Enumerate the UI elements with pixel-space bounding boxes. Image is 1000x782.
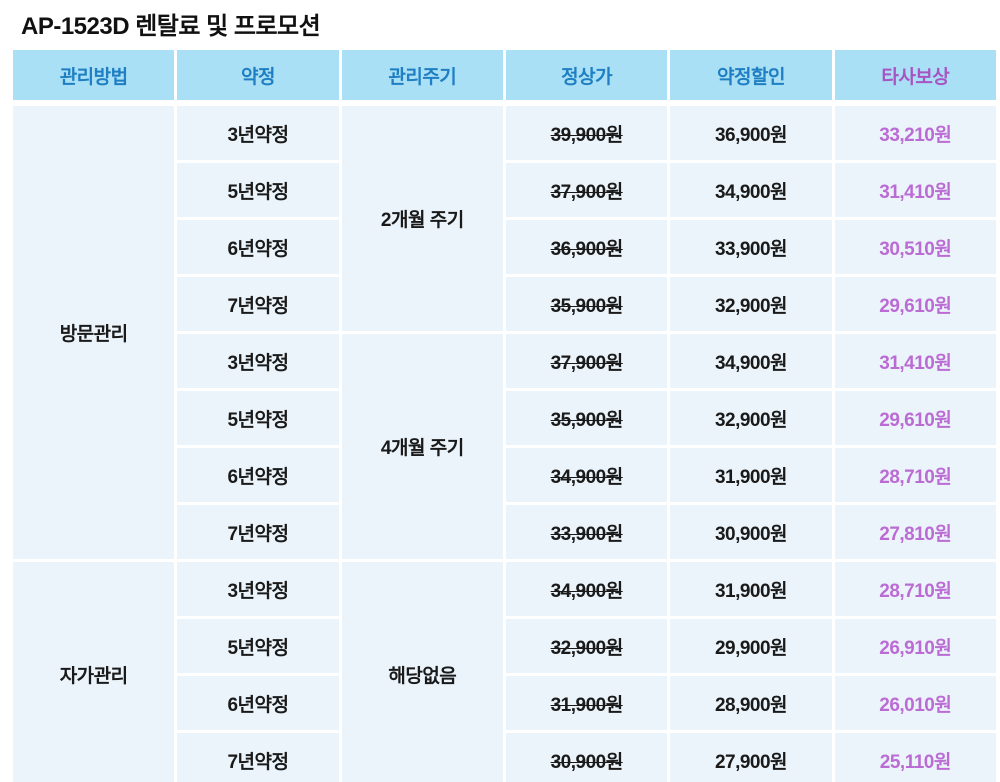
column-header-discount-price: 약정할인 bbox=[670, 50, 832, 100]
discount-price-cell: 34,900원 bbox=[670, 334, 832, 388]
discount-price-cell: 34,900원 bbox=[670, 163, 832, 217]
term-cell: 3년약정 bbox=[177, 334, 339, 388]
column-header-term: 약정 bbox=[177, 50, 339, 100]
regular-price-cell: 34,900원 bbox=[505, 562, 668, 616]
discount-price-cell: 33,900원 bbox=[670, 220, 832, 274]
compensation-price-cell: 29,610원 bbox=[834, 391, 996, 445]
discount-price-cell: 30,900원 bbox=[670, 505, 832, 559]
column-header-method: 관리방법 bbox=[13, 50, 175, 100]
discount-price-cell: 36,900원 bbox=[670, 106, 832, 160]
term-cell: 7년약정 bbox=[177, 277, 339, 331]
regular-price-cell: 39,900원 bbox=[505, 106, 668, 160]
compensation-price-cell: 29,610원 bbox=[834, 277, 996, 331]
method-cell: 방문관리 bbox=[13, 106, 175, 559]
compensation-price-cell: 27,810원 bbox=[834, 505, 996, 559]
term-cell: 3년약정 bbox=[177, 562, 339, 616]
discount-price-cell: 31,900원 bbox=[670, 562, 832, 616]
compensation-price-cell: 28,710원 bbox=[834, 448, 996, 502]
discount-price-cell: 27,900원 bbox=[670, 733, 832, 782]
regular-price-cell: 31,900원 bbox=[505, 676, 668, 730]
term-cell: 6년약정 bbox=[177, 448, 339, 502]
table-body: 방문관리 2개월 주기 3년약정 39,900원 36,900원 33,210원 5년약정 3… bbox=[13, 106, 996, 782]
regular-price-cell: 36,900원 bbox=[505, 220, 668, 274]
compensation-price-cell: 31,410원 bbox=[834, 163, 996, 217]
page-title: AP-1523D 렌탈료 및 프로모션 bbox=[21, 13, 321, 40]
regular-price-cell: 32,900원 bbox=[505, 619, 668, 673]
method-cell: 자가관리 bbox=[13, 562, 175, 782]
term-cell: 3년약정 bbox=[177, 106, 339, 160]
term-cell: 5년약정 bbox=[177, 163, 339, 217]
compensation-price-cell: 33,210원 bbox=[834, 106, 996, 160]
column-header-regular-price: 정상가 bbox=[505, 50, 668, 100]
discount-price-cell: 29,900원 bbox=[670, 619, 832, 673]
cycle-cell: 2개월 주기 bbox=[341, 106, 503, 331]
regular-price-cell: 30,900원 bbox=[505, 733, 668, 782]
discount-price-cell: 32,900원 bbox=[670, 277, 832, 331]
column-header-cycle: 관리주기 bbox=[341, 50, 503, 100]
regular-price-cell: 35,900원 bbox=[505, 391, 668, 445]
term-cell: 7년약정 bbox=[177, 733, 339, 782]
discount-price-cell: 28,900원 bbox=[670, 676, 832, 730]
regular-price-cell: 33,900원 bbox=[505, 505, 668, 559]
cycle-cell: 4개월 주기 bbox=[341, 334, 503, 559]
discount-price-cell: 32,900원 bbox=[670, 391, 832, 445]
column-header-compensation-price: 타사보상 bbox=[834, 50, 996, 100]
compensation-price-cell: 25,110원 bbox=[834, 733, 996, 782]
compensation-price-cell: 31,410원 bbox=[834, 334, 996, 388]
term-cell: 5년약정 bbox=[177, 391, 339, 445]
term-cell: 6년약정 bbox=[177, 220, 339, 274]
regular-price-cell: 34,900원 bbox=[505, 448, 668, 502]
compensation-price-cell: 26,010원 bbox=[834, 676, 996, 730]
regular-price-cell: 37,900원 bbox=[505, 163, 668, 217]
compensation-price-cell: 26,910원 bbox=[834, 619, 996, 673]
term-cell: 7년약정 bbox=[177, 505, 339, 559]
compensation-price-cell: 28,710원 bbox=[834, 562, 996, 616]
table-header: 관리방법 약정 관리주기 정상가 약정할인 타사보상 bbox=[13, 50, 996, 100]
term-cell: 5년약정 bbox=[177, 619, 339, 673]
regular-price-cell: 37,900원 bbox=[505, 334, 668, 388]
regular-price-cell: 35,900원 bbox=[505, 277, 668, 331]
compensation-price-cell: 30,510원 bbox=[834, 220, 996, 274]
discount-price-cell: 31,900원 bbox=[670, 448, 832, 502]
term-cell: 6년약정 bbox=[177, 676, 339, 730]
cycle-cell: 해당없음 bbox=[341, 562, 503, 782]
